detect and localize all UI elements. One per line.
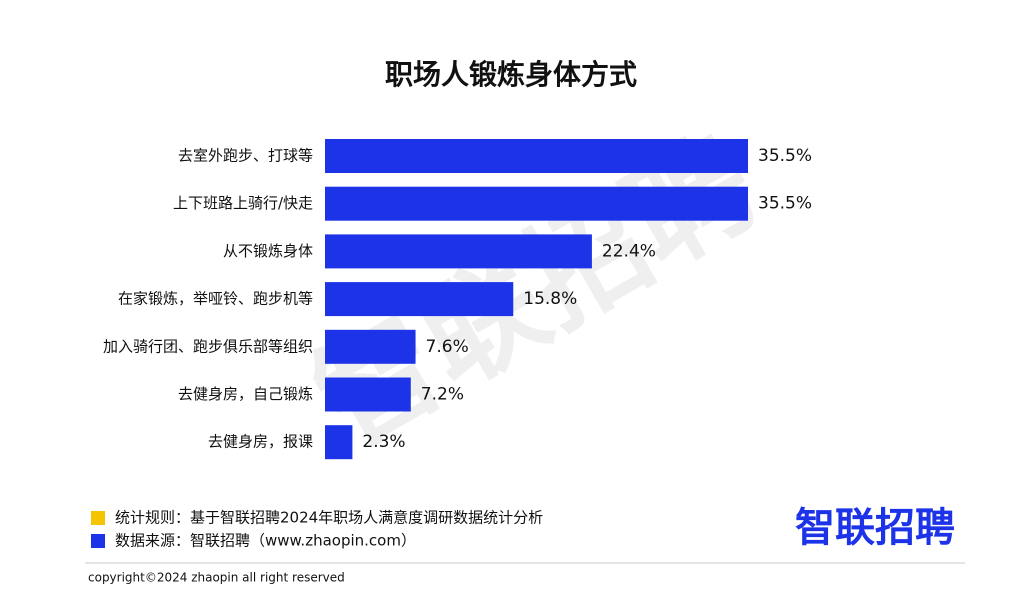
footnote: 数据来源：智联招聘（www.zhaopin.com） [115,532,416,550]
chart-title: 职场人锻炼身体方式 [385,58,637,91]
bar [325,377,411,412]
category-label: 在家锻炼，举哑铃、跑步机等 [118,290,313,308]
category-label: 上下班路上骑行/快走 [173,194,313,212]
footnote: 统计规则：基于智联招聘2024年职场人满意度调研数据统计分析 [115,509,543,527]
category-label: 从不锻炼身体 [223,242,313,260]
value-label: 7.2% [421,385,464,405]
value-label: 35.5% [758,194,812,214]
value-label: 15.8% [523,289,577,309]
bar [325,282,514,317]
category-label: 去健身房，报课 [208,433,313,451]
bar [325,234,592,269]
logo: 智联招聘 [795,505,955,551]
category-label: 去健身房，自己锻炼 [178,385,313,403]
value-label: 22.4% [602,241,656,261]
bar [325,329,416,364]
category-label: 加入骑行团、跑步俱乐部等组织 [103,337,313,355]
value-label: 7.6% [426,337,469,357]
legend-swatch [91,534,105,548]
legend-swatch [91,511,105,525]
bar [325,139,748,173]
value-label: 2.3% [362,432,405,452]
bar [325,186,748,221]
category-label: 去室外跑步、打球等 [178,147,313,165]
bar [325,425,353,460]
copyright: copyright©2024 zhaopin all right reserve… [88,571,345,585]
value-label: 35.5% [758,146,812,166]
